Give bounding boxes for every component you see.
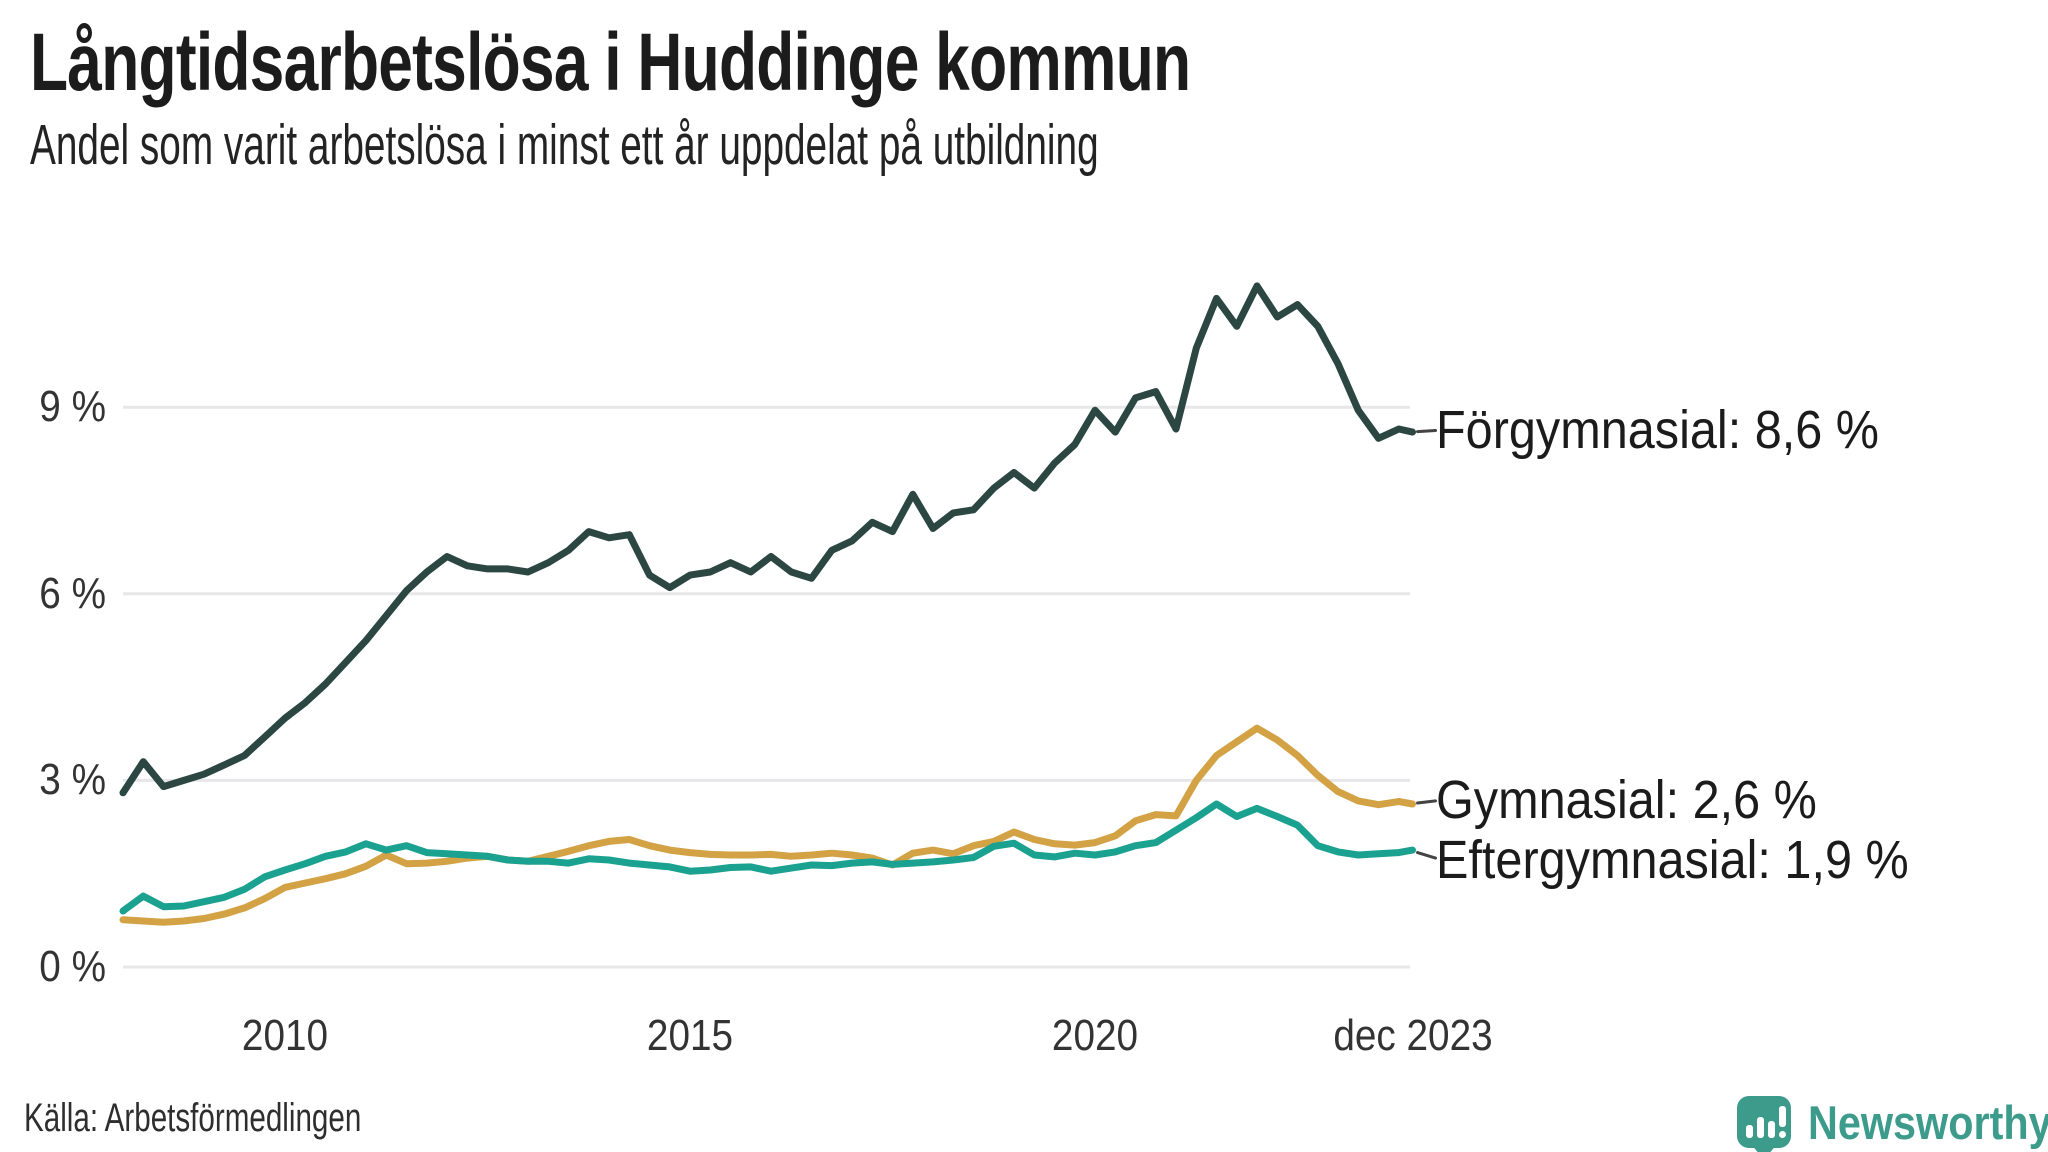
label-connector xyxy=(1416,851,1438,860)
newsworthy-logo: Newsworthy xyxy=(1737,1092,2048,1152)
x-axis-tick-label: 2020 xyxy=(1051,1011,1139,1060)
x-axis-tick-label: 2010 xyxy=(241,1011,329,1060)
y-axis-tick-label: 0 % xyxy=(39,942,106,991)
series-line-förgymnasial xyxy=(119,282,1416,797)
chart-bar-icon xyxy=(1768,1121,1775,1138)
exclamation-dot-icon xyxy=(1779,1131,1786,1138)
y-axis-tick-label: 9 % xyxy=(39,382,106,432)
x-axis-tick-label: dec 2023 xyxy=(1332,1011,1493,1060)
chart-title: Långtidsarbetslösa i Huddinge kommun xyxy=(30,17,1191,108)
y-axis-tick-label: 3 % xyxy=(39,755,106,805)
label-connector xyxy=(1416,428,1438,434)
exclamation-icon xyxy=(1779,1106,1786,1127)
label-connector xyxy=(1416,799,1438,805)
source-note: Källa: Arbetsförmedlingen xyxy=(24,1096,362,1140)
chart-bar-icon xyxy=(1757,1117,1764,1138)
series-label-eftergymnasial: Eftergymnasial: 1,9 % xyxy=(1436,830,1909,891)
newsworthy-logo-icon xyxy=(1737,1096,1791,1152)
series-label-förgymnasial: Förgymnasial: 8,6 % xyxy=(1436,400,1879,461)
y-axis-tick-label: 6 % xyxy=(39,568,106,618)
series-line-eftergymnasial xyxy=(119,800,1416,915)
x-axis-tick-label: 2015 xyxy=(646,1011,734,1060)
speech-bubble-tail-icon xyxy=(1751,1144,1777,1152)
series-line-gymnasial xyxy=(119,724,1416,926)
chart-subtitle: Andel som varit arbetslösa i minst ett å… xyxy=(30,113,1099,177)
chart-bar-icon xyxy=(1746,1125,1753,1138)
series-label-gymnasial: Gymnasial: 2,6 % xyxy=(1436,770,1817,831)
newsworthy-logo-text: Newsworthy xyxy=(1808,1095,2048,1149)
